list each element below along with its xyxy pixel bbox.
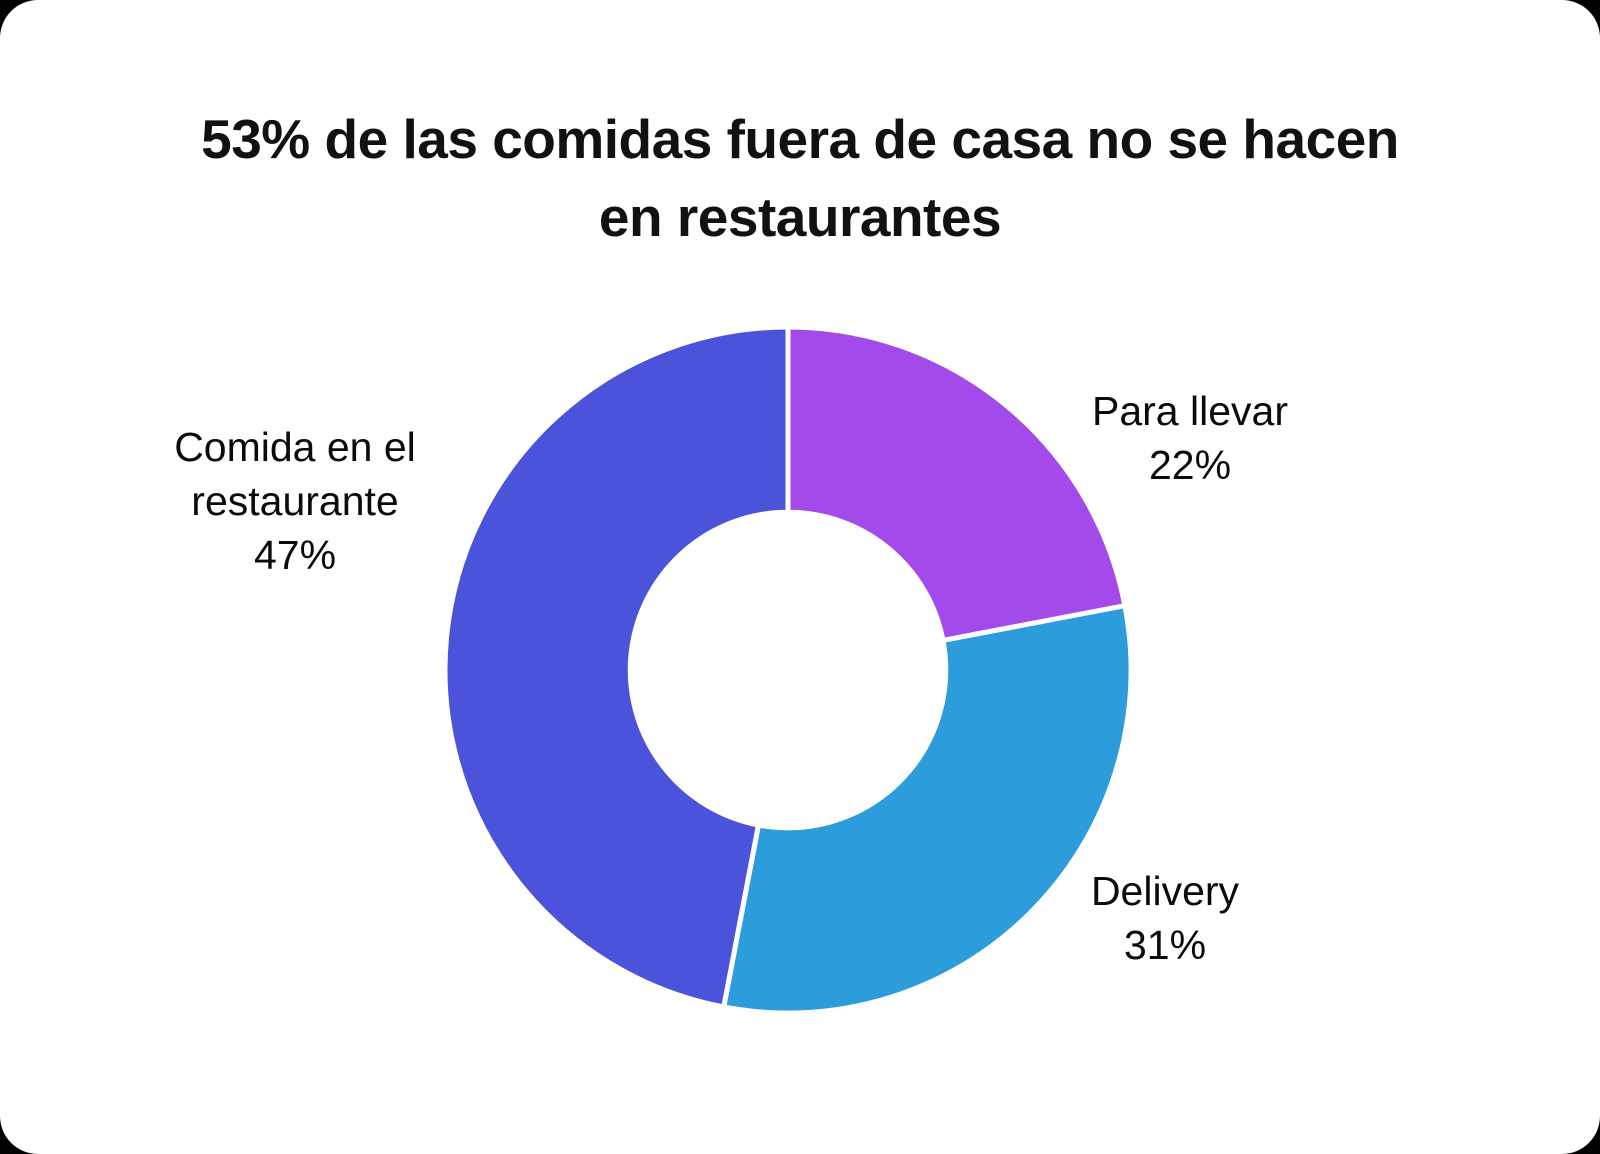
slice-label-comida-restaurante: Comida en el restaurante 47%	[110, 420, 480, 582]
slice-label-delivery-name: Delivery	[1090, 868, 1240, 914]
slice-label-comida-restaurante-value: 47%	[253, 532, 337, 579]
donut-slice-3	[442, 324, 791, 1010]
chart-title-line1: 53% de las comidas fuera de casa no se h…	[201, 108, 1399, 170]
donut-slice-1	[785, 324, 1128, 643]
slice-label-comida-restaurante-name: Comida en el restaurante	[174, 424, 416, 525]
donut-slice-2	[721, 603, 1134, 1016]
slice-label-para-llevar: Para llevar 22%	[1020, 384, 1360, 492]
slice-label-para-llevar-value: 22%	[1148, 442, 1232, 489]
slice-label-para-llevar-name: Para llevar	[1092, 388, 1288, 434]
slice-label-delivery-value: 31%	[1123, 922, 1207, 969]
chart-title: 53% de las comidas fuera de casa no se h…	[0, 100, 1600, 256]
chart-title-line2: en restaurantes	[598, 186, 1002, 249]
slice-label-delivery: Delivery 31%	[1000, 864, 1330, 972]
